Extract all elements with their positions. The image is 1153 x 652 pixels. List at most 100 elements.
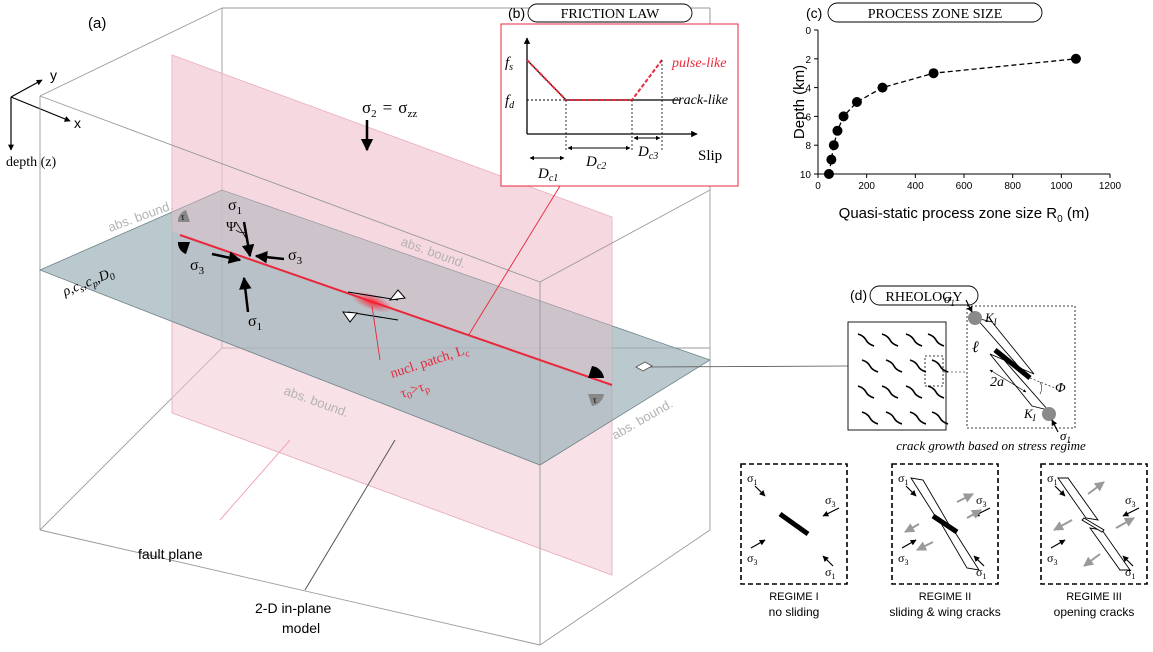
opening-arrow (956, 493, 974, 503)
sigma1-bottom-d: σ1 (1060, 428, 1071, 445)
sigma-label: σ1 (747, 471, 757, 487)
micro-crack (861, 359, 879, 373)
nucl-stress-label: τ0>τp (399, 379, 432, 404)
sigma-label: σ3 (976, 493, 986, 509)
two-a-label: 2a (990, 375, 1004, 390)
sigma1-arrow (1122, 555, 1134, 567)
chart-y-label: Depth (km) (791, 65, 808, 139)
regime-desc: opening cracks (1054, 605, 1135, 619)
sigma1-lower: σ1 (248, 313, 262, 333)
opening-arrow (1053, 519, 1073, 531)
nucl-leader (371, 305, 381, 361)
sigma3-arrow (1122, 507, 1140, 517)
y-tick-label: 6 (805, 112, 811, 123)
series-line (828, 58, 1076, 175)
sigma-label: σ1 (898, 471, 908, 487)
sigma1-arrow (1054, 485, 1066, 497)
opening-arrow (1087, 481, 1105, 495)
regime-name: REGIME III (1066, 591, 1122, 603)
y-tick-label: 8 (805, 141, 811, 152)
regime-desc: sliding & wing cracks (889, 605, 1000, 619)
fault-plane-leader (219, 439, 291, 521)
axis-depth-label: depth (z) (6, 155, 56, 170)
panel-a-label: (a) (88, 15, 106, 32)
data-point (1070, 53, 1081, 64)
sigma-label: σ1 (825, 565, 835, 581)
dc1-label: Dc1 (537, 166, 558, 184)
chart-x-label: Quasi-static process zone size R0 (m) (839, 205, 1090, 225)
regime-1: σ1 σ1 σ3 σ3 REGIME I no sliding (740, 463, 848, 619)
sigma1-arrow (973, 555, 985, 567)
micro-crack (857, 385, 875, 399)
regime-desc: no sliding (769, 605, 820, 619)
opening-crack (1057, 477, 1099, 521)
micro-crack (857, 333, 875, 347)
panel-b-label: (b) (508, 5, 525, 21)
micro-crack (881, 385, 899, 399)
dc3-label: Dc3 (637, 144, 658, 162)
c-label-right: c (593, 370, 598, 381)
sigma-label: σ3 (825, 493, 835, 509)
opening-arrow (1115, 517, 1135, 529)
sigma-label: σ3 (1047, 551, 1057, 567)
axis-y-line (10, 79, 43, 98)
axis-x-line (10, 96, 71, 122)
y-tick-label: 2 (805, 55, 811, 66)
data-point (832, 125, 843, 136)
sigma3-arrow (1050, 539, 1066, 549)
crack-field-box (847, 321, 947, 431)
panel-b-title: FRICTION LAW (561, 7, 661, 22)
tau-label-right: τ (593, 395, 597, 405)
micro-crack (927, 385, 945, 399)
y-tick-label: 0 (805, 26, 811, 37)
ki-lower-label: KI (1023, 406, 1037, 423)
element-marker (635, 361, 653, 372)
micro-crack (905, 333, 923, 347)
micro-crack (931, 359, 949, 373)
data-point (928, 68, 939, 79)
ell-label: ℓ (972, 339, 979, 356)
data-point (838, 111, 849, 122)
sigma-label: σ3 (747, 551, 757, 567)
ki-upper-label: KI (984, 310, 998, 327)
micro-crack (905, 385, 923, 399)
axis-triad (8, 79, 71, 151)
model-label-2: model (282, 620, 320, 636)
fault-plane-upper (172, 55, 612, 385)
regime-name: REGIME II (919, 591, 972, 603)
opening-arrow (966, 509, 982, 519)
sigma-label: σ3 (1125, 493, 1135, 509)
sliding-crack (931, 513, 959, 535)
ki-point-lower (1042, 407, 1056, 421)
x-tick-label: 0 (815, 181, 821, 192)
opening-arrow (904, 523, 920, 533)
sigma2-label: σ2 = σzz (362, 98, 417, 120)
sigma3-arrow (750, 539, 766, 549)
micro-crack (909, 359, 927, 373)
opening-crack (1089, 527, 1131, 571)
micro-crack (885, 411, 903, 425)
zoom-leader-a (649, 365, 849, 368)
slip-label: Slip (698, 148, 722, 164)
fault-trace (179, 234, 613, 386)
tau-label-left: τ (181, 212, 185, 222)
c-tau-wedge-right: c τ (588, 366, 604, 406)
data-point (877, 82, 888, 93)
regime-3: σ1 σ1 σ3 σ3 REGIME III opening cracks (1040, 463, 1148, 619)
fault-plane-label: fault plane (138, 546, 203, 562)
micro-crack (931, 411, 949, 425)
x-tick-label: 1200 (1099, 181, 1122, 192)
sigma1-arrow (822, 555, 834, 567)
ki-point-upper (968, 311, 982, 325)
model-label-1: 2-D in-plane (255, 600, 331, 616)
data-point (828, 140, 839, 151)
axis-y-label: y (50, 67, 57, 83)
crack-zoom-box (924, 355, 944, 387)
panel-b-callout (467, 185, 561, 337)
crack-like-label: crack-like (672, 93, 728, 108)
panel-d-title: RHEOLOGY (886, 290, 963, 305)
pulse-like-curve (526, 59, 663, 101)
x-tick-label: 400 (907, 181, 924, 192)
panel-c-title: PROCESS ZONE SIZE (868, 7, 1003, 22)
